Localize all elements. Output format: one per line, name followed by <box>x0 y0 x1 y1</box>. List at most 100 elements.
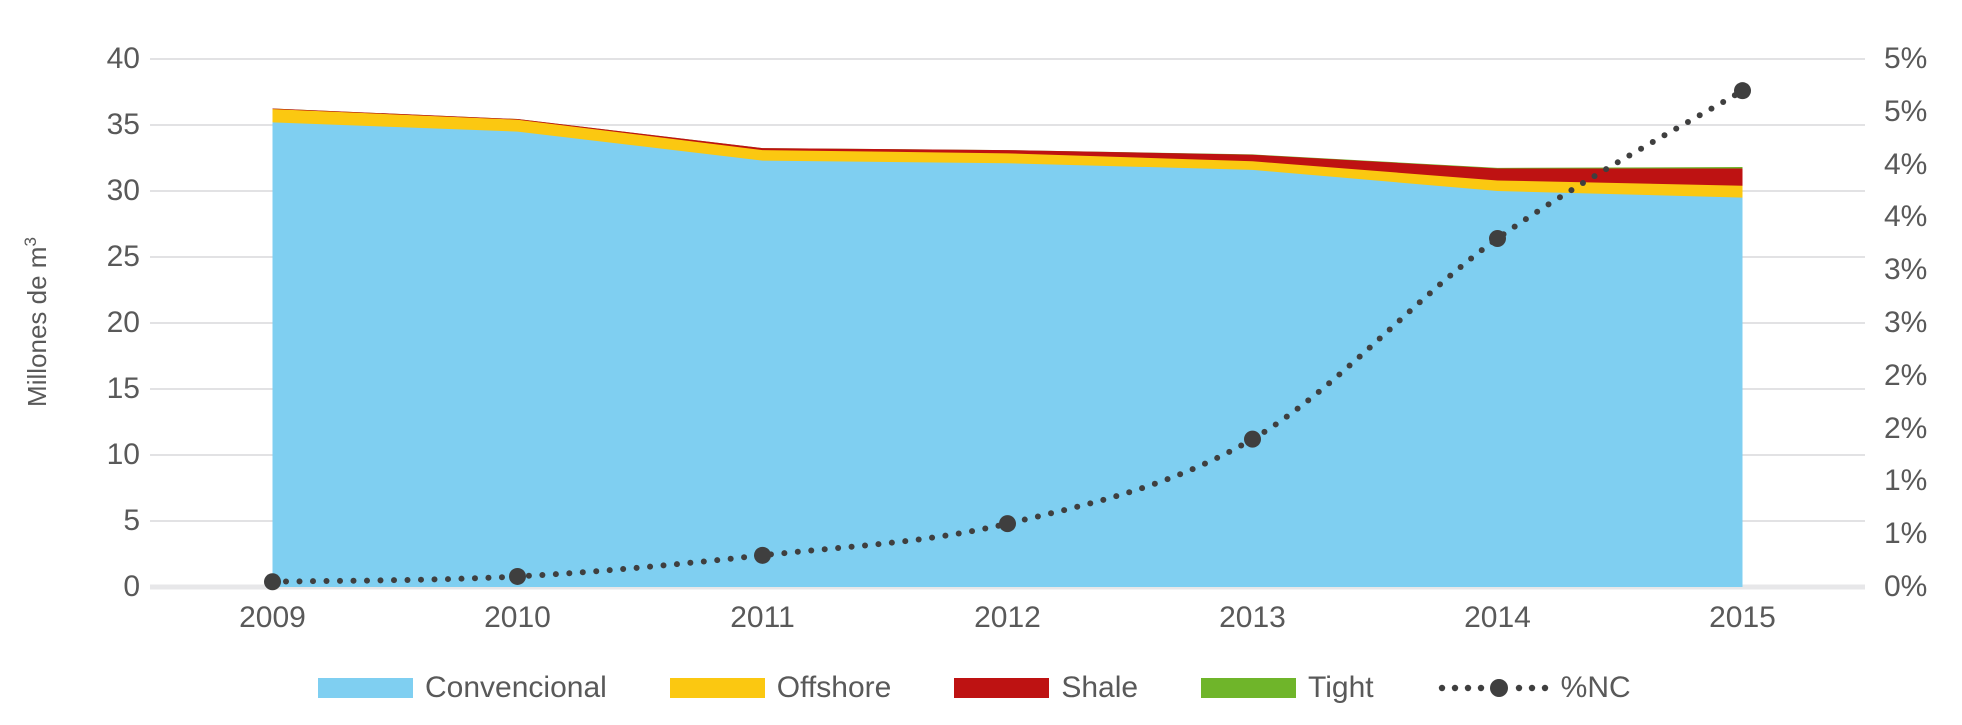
nc-line-dot <box>498 574 505 581</box>
nc-line-dot <box>955 530 962 537</box>
nc-line-dot <box>1406 308 1413 315</box>
legend-swatch-tight <box>1201 678 1297 698</box>
nc-line-dot <box>350 577 357 584</box>
nc-line-dot <box>377 577 384 584</box>
x-axis-label-2013: 2013 <box>1219 601 1286 634</box>
left-axis-tick: 0 <box>123 570 140 603</box>
nc-line-dot <box>1708 105 1715 112</box>
nc-line-dot <box>593 568 600 575</box>
nc-line-dot <box>309 578 316 585</box>
nc-line-dot <box>1626 152 1633 159</box>
nc-data-point-2012[interactable] <box>999 515 1016 533</box>
nc-line-dot <box>1100 496 1107 503</box>
nc-line-dot <box>821 546 828 553</box>
nc-line-dot <box>1283 413 1290 420</box>
nc-line-dot <box>1684 118 1691 125</box>
legend-item-offshore[interactable]: Offshore <box>669 673 891 703</box>
nc-data-point-2011[interactable] <box>754 546 771 564</box>
legend-item-nc[interactable]: %NC <box>1437 673 1631 703</box>
nc-line-dot <box>929 534 936 541</box>
legend-item-tight[interactable]: Tight <box>1201 673 1374 703</box>
nc-line-dot <box>323 578 330 585</box>
nc-line-dot <box>1396 317 1403 324</box>
right-axis-tick: 1% <box>1884 517 1928 551</box>
nc-line-dot <box>1238 442 1245 449</box>
legend-label: %NC <box>1560 671 1631 704</box>
nc-data-point-2010[interactable] <box>509 567 526 585</box>
left-axis-tick: 25 <box>106 240 140 273</box>
nc-line-dot <box>1164 476 1171 483</box>
left-axis-tick: 20 <box>106 306 140 339</box>
nc-line-dot <box>296 578 303 585</box>
x-axis-label-2009: 2009 <box>239 601 306 634</box>
y-axis-title: Millones de m3 <box>21 237 52 407</box>
nc-line-dot <box>1468 255 1475 262</box>
right-axis-tick: 1% <box>1884 464 1928 498</box>
nc-line-dot <box>1366 344 1373 351</box>
nc-line-dot <box>1603 166 1610 173</box>
right-axis-tick: 3% <box>1884 306 1928 339</box>
nc-data-point-2014[interactable] <box>1489 230 1506 248</box>
nc-line-dot <box>633 564 640 571</box>
nc-line-dot <box>1021 516 1028 523</box>
nc-line-dot <box>1591 173 1598 180</box>
x-axis-label-2015: 2015 <box>1709 601 1776 634</box>
nc-line-dot <box>1151 480 1158 487</box>
nc-line-dot <box>417 576 424 583</box>
legend-item-shale[interactable]: Shale <box>954 673 1138 703</box>
nc-line-dot <box>1226 448 1233 455</box>
nc-line-dot <box>1614 159 1621 166</box>
nc-line-dot <box>875 541 882 548</box>
nc-line-dot <box>363 577 370 584</box>
nc-line-dot <box>1294 405 1301 412</box>
nc-data-point-2013[interactable] <box>1244 430 1261 448</box>
nc-line-dot <box>1638 145 1645 152</box>
left-axis-tick: 35 <box>106 108 140 141</box>
x-axis-label-2010: 2010 <box>484 601 551 634</box>
nc-data-point-2015[interactable] <box>1734 82 1751 100</box>
nc-line-dot <box>902 538 909 545</box>
nc-line-dot <box>485 574 492 581</box>
left-axis-tick: 10 <box>106 438 140 471</box>
nc-line-dot <box>1048 510 1055 517</box>
nc-line-dot <box>579 569 586 576</box>
nc-data-point-2009[interactable] <box>264 573 281 591</box>
nc-line-dot <box>539 571 546 578</box>
nc-line-dot <box>1201 460 1208 467</box>
nc-line-dot <box>1696 112 1703 119</box>
legend-swatch-shale <box>954 678 1050 698</box>
nc-line-dot <box>1326 380 1333 387</box>
chart-legend: Convencional Offshore Shale Tight %NC <box>318 672 1631 704</box>
dotted-line-icon <box>1438 679 1548 697</box>
nc-line-dot <box>1272 421 1279 428</box>
nc-line-dot <box>390 577 397 584</box>
nc-line-dot <box>1113 493 1120 500</box>
nc-line-dot <box>1376 335 1383 342</box>
nc-line-dot <box>1478 247 1485 254</box>
nc-line-dot <box>942 532 949 539</box>
area-series-convencional[interactable] <box>272 122 1743 588</box>
nc-line-dot <box>741 554 748 561</box>
legend-swatch-convencional <box>318 678 413 698</box>
right-axis-tick: 5% <box>1884 42 1928 75</box>
nc-line-dot <box>1545 201 1552 208</box>
right-axis-tick: 4% <box>1884 147 1928 181</box>
nc-line-dot <box>1568 187 1575 194</box>
nc-line-dot <box>458 575 465 582</box>
nc-line-dot <box>1034 513 1041 520</box>
legend-item-convencional[interactable]: Convencional <box>318 673 607 703</box>
nc-line-dot <box>444 576 451 583</box>
nc-line-dot <box>1511 223 1518 230</box>
nc-line-dot <box>1386 326 1393 333</box>
nc-line-dot <box>1720 98 1727 105</box>
left-axis-tick: 40 <box>106 42 140 75</box>
right-axis-tick: 0% <box>1884 570 1928 603</box>
nc-line-dot <box>1087 500 1094 507</box>
nc-line-dot <box>1661 132 1668 139</box>
nc-line-dot <box>1139 485 1146 492</box>
nc-line-dot <box>282 578 289 585</box>
nc-line-dot <box>1673 125 1680 132</box>
nc-line-dot <box>1126 489 1133 496</box>
nc-line-dot <box>794 548 801 555</box>
